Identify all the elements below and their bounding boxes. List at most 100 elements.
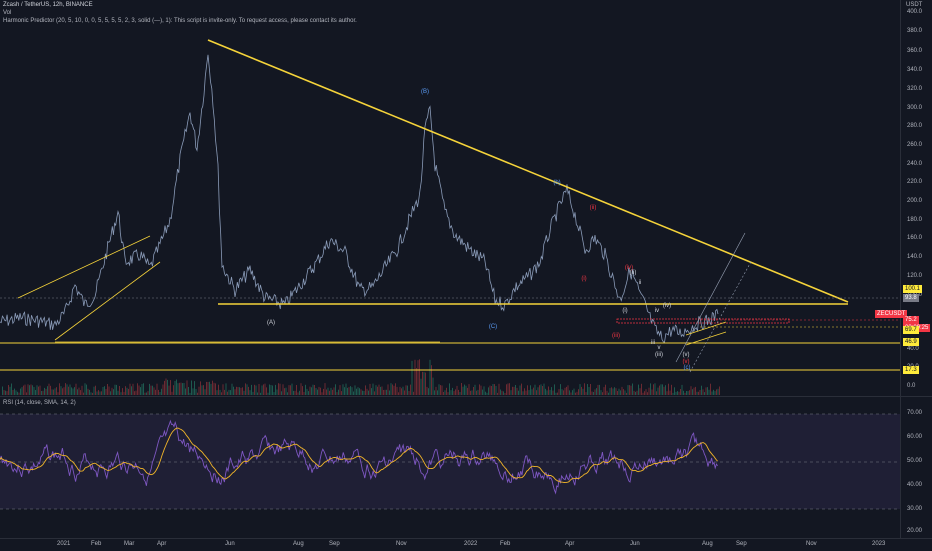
volume-bar [368,390,369,395]
volume-bar [377,386,378,395]
volume-bar [546,390,548,395]
pane-separator[interactable] [0,396,932,397]
volume-bar [26,392,27,395]
volume-bar [129,383,131,395]
volume-bar [128,388,129,395]
volume-bar [24,384,26,395]
rsi-tick-label: 50.00 [907,458,923,464]
volume-bar [41,391,42,395]
volume-bar [333,387,335,395]
volume-bar [140,387,141,395]
symbol-title[interactable]: Zcash / TetherUS, 12h, BINANCE [3,2,93,8]
rsi-canvas[interactable] [0,397,900,538]
volume-bar [74,387,75,395]
time-axis[interactable]: 2021 Feb Mar Apr Jun Aug Sep Nov 2022 Feb Apr Jun Au… [0,538,932,551]
volume-bar [375,385,377,395]
volume-bar [153,387,155,395]
volume-bar [656,391,657,395]
volume-bar [272,385,273,395]
rsi-legend[interactable]: RSI (14, close, SMA, 14, 2) [3,400,76,406]
volume-bar [198,386,200,395]
wave-label: (iii) [655,352,663,358]
volume-bar [225,383,227,395]
volume-bar [42,390,44,395]
volume-bar [531,389,533,395]
volume-bar [234,389,236,395]
volume-bar [650,383,651,395]
volume-bar [471,390,473,395]
volume-bar [374,391,375,395]
descending-trendline [207,39,849,303]
rsi-pane[interactable]: RSI (14, close, SMA, 14, 2) [0,397,900,538]
volume-bar [279,383,281,395]
volume-bar [480,385,482,395]
volume-bar [651,389,653,395]
volume-bar [579,384,581,395]
volume-bar [513,386,515,395]
volume-bar [504,393,506,395]
volume-bar [101,391,102,395]
volume-bar [470,390,471,395]
volume-bar [404,390,405,395]
volume-bar [207,382,209,395]
volume-bar [327,387,329,395]
volume-bar [383,390,384,395]
volume-bar [218,384,219,395]
volume-bar [161,388,162,395]
price-axis[interactable]: USDT 400.0 380.0 360.0 340.0 320.0 300.0 280.0… [875,0,932,396]
volume-bar [192,388,194,395]
wave-label: (iv) [624,265,634,271]
volume-bar [699,390,701,395]
volume-bar [660,384,662,395]
volume-bar [273,392,275,395]
volume-bar [714,391,716,395]
indicator-legend[interactable]: Harmonic Predictor (20, 5, 10, 0, 0, 5, … [3,18,357,24]
volume-bar [669,390,671,395]
time-tick-label: Sep [329,541,340,547]
volume-bar [311,387,312,395]
volume-bar [705,387,707,395]
volume-bar [555,392,557,395]
volume-bar [323,388,324,395]
volume-bar [524,388,525,395]
volume-bar [468,384,470,395]
volume-bar [20,388,21,395]
price-chart-pane[interactable]: Zcash / TetherUS, 12h, BINANCE Vol Harmo… [0,0,900,396]
volume-bar [396,386,398,395]
volume-bar [224,389,225,395]
wave-label: (B) [421,89,429,95]
volume-bar [473,387,474,395]
volume-bar [419,359,420,395]
volume-bar [594,389,596,395]
volume-bar [534,384,536,395]
volume-bar [477,389,479,395]
price-tag: 93.8 [903,294,919,302]
volume-bar [482,389,483,395]
volume-bar [330,387,332,395]
volume-bar [527,385,528,395]
volume-bar [246,384,248,395]
wave-label: (i) [622,308,628,314]
currency-label: USDT [906,2,923,8]
rsi-axis[interactable]: 70.00 60.00 50.00 40.00 30.00 20.00 [900,397,932,538]
volume-bar [179,382,180,395]
volume-bar [270,385,272,395]
volume-bar [159,392,161,395]
volume-bar [27,384,29,395]
wave-label: iv [654,308,660,314]
volume-bar [51,389,53,395]
volume-bar [413,391,414,395]
price-tick-label: 380.0 [907,28,923,34]
volume-bar [621,386,623,395]
volume-bar [347,387,348,395]
volume-bar [77,389,78,395]
volume-bar [99,391,101,395]
volume-legend[interactable]: Vol [3,10,12,16]
volume-bar [578,389,579,395]
time-tick-label: Jun [630,541,640,547]
price-chart-canvas[interactable] [0,0,900,396]
volume-bar [605,384,606,395]
volume-bar [111,387,113,395]
volume-bar [536,390,537,395]
volume-bar [282,384,284,395]
